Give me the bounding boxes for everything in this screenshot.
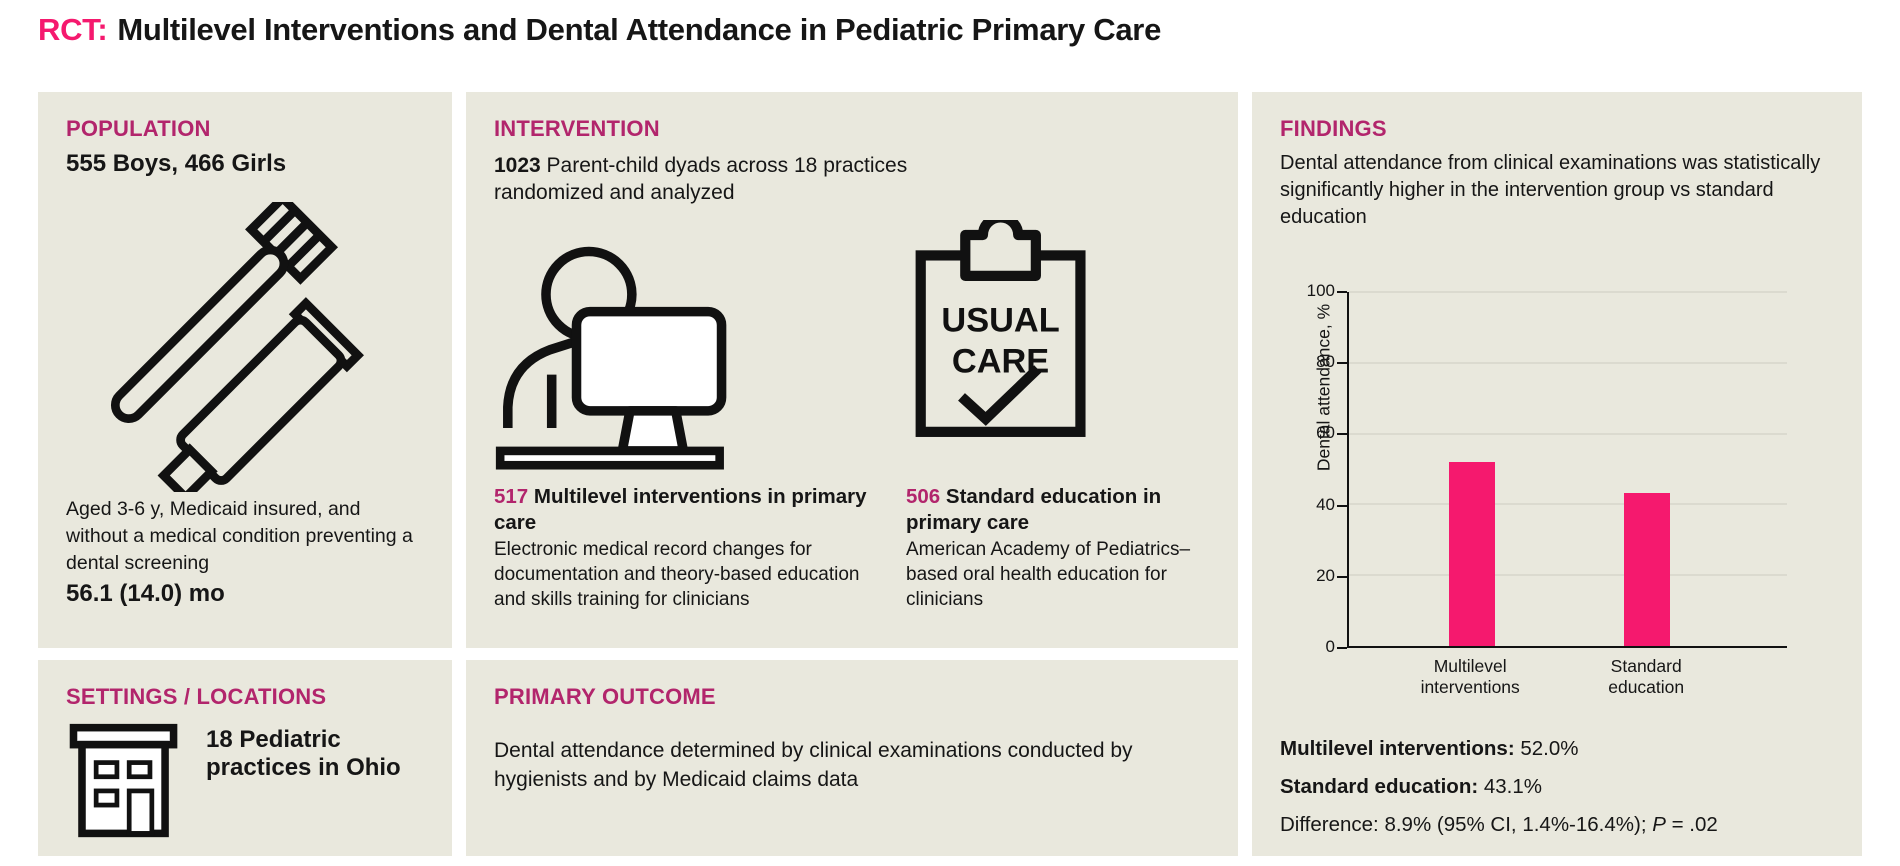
page-title: RCT: Multilevel Interventions and Dental … [38, 12, 1161, 48]
arm-standard: 506 Standard education in primary care A… [906, 484, 1206, 612]
building-icon [68, 722, 180, 840]
population-count: 555 Boys, 466 Girls [66, 150, 287, 177]
x-axis-labels: Multilevel interventions Standard educati… [1347, 656, 1787, 702]
stat-p-value: = .02 [1665, 812, 1718, 836]
clinician-computer-icon [488, 220, 728, 470]
findings-header: FINDINGS [1280, 116, 1387, 141]
arm-standard-title-text: Standard education in primary care [906, 485, 1162, 534]
stat-multilevel: Multilevel interventions: 52.0% [1280, 730, 1718, 768]
bar-multilevel-interventions [1448, 461, 1495, 646]
settings-panel: SETTINGS / LOCATIONS 18 Pediatric practi… [38, 660, 452, 856]
ytick-mark-80 [1337, 362, 1347, 365]
ytick-label-60: 60 [1316, 423, 1335, 443]
stat-standard: Standard education: 43.1% [1280, 768, 1718, 806]
primary-outcome-text: Dental attendance determined by clinical… [494, 739, 1133, 792]
ytick-label-80: 80 [1316, 352, 1335, 372]
settings-text: 18 Pediatric practices in Ohio [206, 726, 401, 782]
arm-standard-title: 506 Standard education in primary care [906, 484, 1206, 535]
gridline-80 [1349, 361, 1787, 364]
ytick-mark-100 [1337, 291, 1347, 293]
findings-bar-chart: Dental attendance, % 0 20 40 60 80 100 Multil… [1262, 252, 1842, 702]
intervention-lead-number: 1023 [494, 154, 541, 177]
population-panel: POPULATION 555 Boys, 466 Girls [38, 92, 452, 648]
stat-p-label: P [1652, 812, 1666, 836]
title-text: Multilevel Interventions and Dental Atte… [117, 12, 1162, 47]
ytick-label-40: 40 [1316, 494, 1335, 514]
population-header: POPULATION [66, 116, 211, 141]
primary-outcome-panel: PRIMARY OUTCOME Dental attendance determ… [466, 660, 1238, 856]
ytick-mark-40 [1337, 504, 1347, 507]
arm-multilevel: 517 Multilevel interventions in primary … [494, 484, 874, 612]
ytick-mark-60 [1337, 433, 1347, 436]
stat-standard-label: Standard education: [1280, 774, 1479, 798]
population-description: Aged 3-6 y, Medicaid insured, and withou… [66, 498, 413, 574]
plot-area [1347, 291, 1787, 648]
bar-standard-education [1623, 493, 1670, 646]
ytick-mark-20 [1337, 575, 1347, 578]
y-axis-tickmarks [1337, 291, 1347, 649]
study-type-label: RCT: [38, 12, 108, 47]
arm-multilevel-title: 517 Multilevel interventions in primary … [494, 484, 874, 535]
arm-multilevel-title-text: Multilevel interventions in primary care [494, 485, 867, 534]
ytick-label-20: 20 [1316, 565, 1335, 585]
findings-stats: Multilevel interventions: 52.0% Standard… [1280, 730, 1718, 844]
arm-standard-n: 506 [906, 485, 941, 508]
primary-outcome-header: PRIMARY OUTCOME [494, 684, 716, 709]
findings-panel: FINDINGS Dental attendance from clinical… [1252, 92, 1862, 856]
usual-care-clipboard-icon: USUAL CARE [904, 220, 1099, 445]
y-axis-ticks: 0 20 40 60 80 100 [1262, 281, 1335, 656]
arm-multilevel-description: Electronic medical record changes for do… [494, 539, 860, 611]
ytick-label-0: 0 [1325, 637, 1335, 656]
stat-difference: Difference: 8.9% (95% CI, 1.4%-16.4%); P… [1280, 806, 1718, 844]
intervention-lead: 1023 Parent-child dyads across 18 practi… [494, 152, 994, 207]
intervention-header: INTERVENTION [494, 116, 660, 141]
gridline-40 [1349, 503, 1787, 506]
stat-multilevel-value: 52.0% [1514, 737, 1579, 760]
clipboard-text-line1: USUAL [941, 302, 1059, 340]
intervention-lead-text: Parent-child dyads across 18 practices r… [494, 154, 908, 205]
ytick-mark-0 [1337, 647, 1347, 649]
population-mean-age: 56.1 (14.0) mo [66, 580, 225, 607]
ytick-label-100: 100 [1306, 281, 1335, 300]
findings-summary: Dental attendance from clinical examinat… [1280, 152, 1821, 228]
xlabel-0: Multilevel interventions [1420, 656, 1520, 697]
stat-difference-text: Difference: 8.9% (95% CI, 1.4%-16.4%); [1280, 812, 1653, 836]
stat-multilevel-label: Multilevel interventions: [1280, 737, 1515, 760]
intervention-panel: INTERVENTION 1023 Parent-child dyads acr… [466, 92, 1238, 648]
arm-multilevel-n: 517 [494, 485, 529, 508]
xlabel-1: Standard education [1608, 656, 1685, 697]
settings-header: SETTINGS / LOCATIONS [66, 684, 327, 709]
stat-standard-value: 43.1% [1478, 774, 1543, 798]
gridline-100 [1349, 291, 1787, 293]
arm-standard-description: American Academy of Pediatrics–based ora… [906, 539, 1191, 611]
gridline-20 [1349, 574, 1787, 577]
toothbrush-toothpaste-icon [93, 202, 393, 492]
gridline-60 [1349, 432, 1787, 435]
